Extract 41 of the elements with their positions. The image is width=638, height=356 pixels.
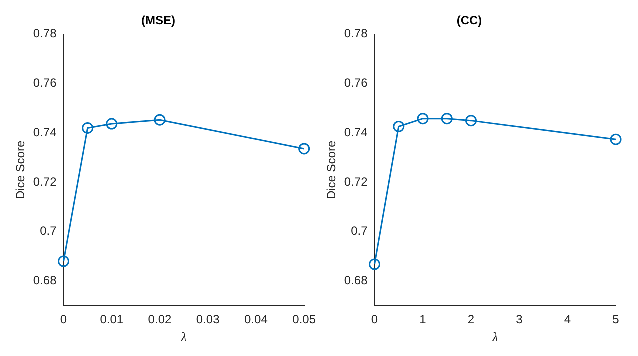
chart-title: (MSE) — [142, 14, 176, 28]
y-axis-title: Dice Score — [324, 140, 339, 200]
x-tick-label: 0.01 — [100, 312, 124, 327]
point — [58, 256, 70, 268]
x-tick-label: 4 — [564, 312, 572, 327]
x-axis-title: λ — [492, 330, 499, 345]
x-tick-label: 5 — [612, 312, 620, 327]
y-tick-label: 0.72 — [33, 174, 58, 189]
point — [106, 118, 118, 130]
x-tick-label: 2 — [468, 312, 475, 327]
point — [417, 113, 429, 125]
x-tick-label: 0.04 — [244, 312, 268, 327]
y-tick-label: 0.74 — [33, 125, 58, 140]
y-tick-label: 0.68 — [344, 274, 368, 288]
y-axis-title: Dice Score — [14, 140, 28, 200]
x-tick-label: 0 — [60, 312, 68, 327]
point — [369, 258, 381, 270]
x-tick-label: 0.03 — [196, 312, 220, 327]
y-tick-label: 0.78 — [33, 26, 58, 41]
y-tick-label: 0.78 — [344, 26, 368, 41]
y-tick-label: 0.76 — [33, 76, 58, 90]
x-tick-label: 0.05 — [292, 312, 316, 327]
y-tick-label: 0.7 — [40, 224, 58, 238]
x-tick-label: 1 — [420, 312, 427, 327]
x-tick-label: 0 — [371, 312, 378, 327]
y-tick-label: 0.74 — [344, 125, 368, 140]
point — [610, 134, 622, 146]
point — [154, 114, 166, 126]
point — [82, 122, 94, 134]
point — [441, 113, 453, 125]
x-axis-title: λ — [180, 330, 188, 345]
point — [393, 120, 405, 132]
y-tick-label: 0.72 — [344, 174, 368, 189]
chart-title: (CC) — [456, 14, 482, 28]
y-tick-label: 0.7 — [351, 224, 368, 238]
x-tick-label: 0.02 — [148, 312, 172, 327]
x-tick-label: 3 — [516, 312, 524, 327]
y-tick-label: 0.76 — [344, 76, 368, 90]
point — [298, 143, 310, 155]
point — [466, 115, 478, 127]
y-tick-label: 0.68 — [33, 274, 58, 288]
